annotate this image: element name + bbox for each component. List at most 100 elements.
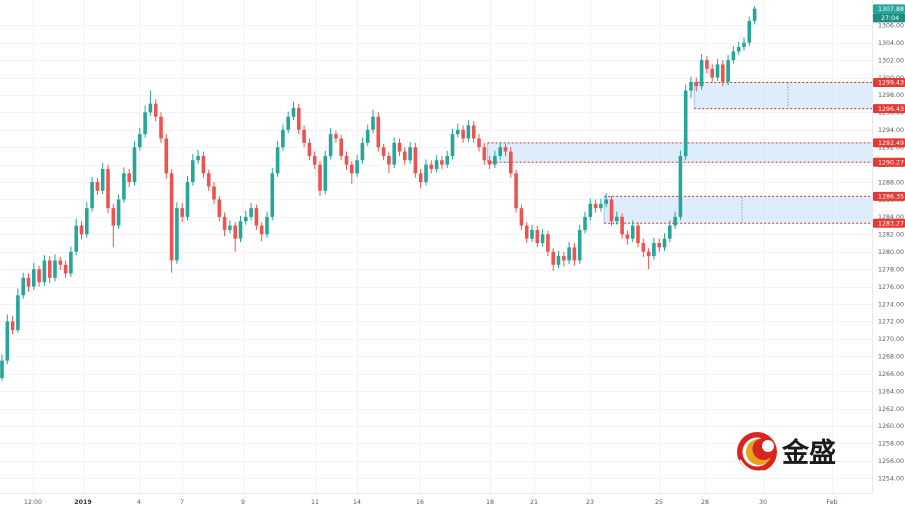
support-resistance-zones <box>487 81 872 224</box>
candle-body <box>752 8 757 21</box>
candle-body <box>270 173 275 217</box>
price-tick-label: 1272.00 <box>878 319 904 326</box>
candle <box>493 150 497 169</box>
candle-body <box>111 208 116 226</box>
candle-body <box>434 160 439 169</box>
candle <box>440 155 444 169</box>
candle-body <box>0 360 4 379</box>
price-tick-label: 1258.00 <box>878 441 904 448</box>
candle <box>471 121 476 143</box>
price-tick-label: 1278.00 <box>878 266 904 273</box>
candle-body <box>318 164 322 191</box>
candle <box>408 141 412 164</box>
candle <box>593 199 598 213</box>
zone-price-tag: 1286.35 <box>873 191 905 201</box>
candle-body <box>297 108 301 130</box>
candle-body <box>228 225 232 230</box>
candle <box>365 124 370 147</box>
price-tick-label: 1284.00 <box>878 214 904 221</box>
price-tick-label: 1298.00 <box>878 92 904 99</box>
candle <box>58 256 63 271</box>
candle-body <box>487 160 492 165</box>
candle-body <box>191 160 195 183</box>
candle-body <box>307 142 312 156</box>
candle-body <box>185 182 190 217</box>
candle-body <box>116 199 121 226</box>
candle <box>302 125 306 148</box>
candle <box>297 103 301 135</box>
candle <box>662 233 667 251</box>
candle-body <box>403 151 407 161</box>
candle-body <box>350 164 354 174</box>
candle-body <box>355 160 359 174</box>
candle <box>736 41 741 55</box>
candle-body <box>312 155 317 165</box>
candle-body <box>630 225 635 239</box>
candle <box>646 248 651 270</box>
time-axis-labels: 12:00 2019 4 7 9 11 14 16 18 21 23 25 28 30 Feb <box>24 499 838 506</box>
candle-body <box>482 147 487 161</box>
candle-body <box>514 173 518 209</box>
candle <box>699 54 704 90</box>
candle-body <box>381 147 386 156</box>
candle <box>159 112 163 143</box>
candle-body <box>546 234 550 252</box>
candle <box>222 212 227 237</box>
chart-plot-area[interactable] <box>0 0 872 493</box>
candle <box>530 224 534 243</box>
candle <box>360 137 365 164</box>
candle <box>551 248 555 271</box>
candle <box>307 138 312 161</box>
candle-body <box>10 321 15 331</box>
candle-body <box>196 155 200 161</box>
candle <box>339 135 343 161</box>
candle-body <box>281 129 285 148</box>
candle-body <box>371 116 375 130</box>
candle-body <box>180 208 184 217</box>
candle-body <box>699 60 704 87</box>
zone-price-tag-background <box>873 77 905 87</box>
candle-body <box>365 129 370 143</box>
candle-body <box>233 225 237 239</box>
candle-body <box>593 203 598 209</box>
candle-body <box>291 108 296 117</box>
candle-body <box>85 208 89 235</box>
time-tick-label: 11 <box>311 499 319 506</box>
candle <box>387 152 391 174</box>
candle <box>657 238 661 252</box>
price-tick-label: 1264.00 <box>878 388 904 395</box>
candle-body <box>376 116 381 148</box>
price-tick-label: 1260.00 <box>878 423 904 430</box>
candle <box>334 130 338 143</box>
candle <box>122 167 126 203</box>
candle <box>477 134 481 152</box>
price-tick-label: 1268.00 <box>878 354 904 361</box>
candle-body <box>609 199 614 222</box>
candle-body <box>641 243 646 252</box>
candle-body <box>636 225 640 244</box>
candle-body <box>466 125 471 139</box>
candle <box>424 159 428 186</box>
time-tick-label: 16 <box>416 499 424 506</box>
candle-body <box>153 103 158 117</box>
candle-body <box>5 321 10 361</box>
candle <box>69 246 73 277</box>
candle-body <box>429 164 434 169</box>
candle <box>450 128 455 160</box>
candle-body <box>418 173 423 183</box>
time-axis[interactable] <box>0 493 872 510</box>
time-tick-label: 21 <box>530 499 538 506</box>
candle-body <box>217 199 222 217</box>
candle-body <box>53 260 57 278</box>
zone-price-tag: 1290.27 <box>873 157 905 167</box>
candle <box>683 84 688 160</box>
candle-body <box>540 234 545 244</box>
candle <box>196 149 200 164</box>
candle-body <box>620 216 624 235</box>
candle <box>212 182 216 204</box>
candle <box>705 55 709 74</box>
candle <box>599 198 603 212</box>
candle <box>498 141 502 160</box>
candle <box>540 229 545 247</box>
